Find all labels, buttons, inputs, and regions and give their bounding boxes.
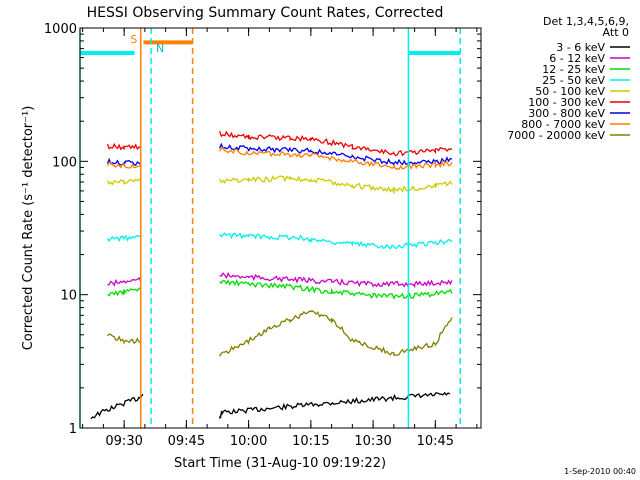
y-tick-label: 1 [69,422,77,437]
x-axis-label: Start Time (31-Aug-10 09:19:22) [174,456,386,471]
series-line [106,161,142,169]
flag-label-s: S [130,33,137,46]
series-line [106,234,141,243]
x-tick-label: 10:45 [417,434,454,449]
axis-layer: 09:30 09:45 10:00 10:15 10:30 10:45 1 10 100 1000 [44,22,481,449]
legend-entry-label: 12 - 25 keV [542,63,605,76]
series-line [107,277,142,287]
y-tick-label: 1000 [44,22,77,37]
series-line [219,175,453,195]
series-line [106,177,142,186]
series-layer [90,130,453,420]
series-line [106,142,142,151]
plot-frame [79,27,482,429]
series-line [219,147,453,171]
series-line [218,130,453,157]
series-line [219,271,453,289]
series-line [90,394,144,420]
y-tick-label: 100 [52,155,77,170]
series-line [218,391,451,419]
legend-entry-label: 100 - 300 keV [528,96,605,109]
x-tick-label: 10:00 [230,434,267,449]
series-line [107,287,142,297]
legend-header: Att 0 [603,26,629,39]
series-line [218,142,453,167]
chart-title: HESSI Observing Summary Count Rates, Cor… [87,5,444,21]
series-line [219,278,453,300]
legend-entry-label: 800 - 7000 keV [521,118,605,131]
series-line [107,333,141,345]
legend-entry-label: 300 - 800 keV [528,107,605,120]
legend-entry-label: 25 - 50 keV [542,74,605,87]
x-tick-label: 10:30 [354,434,391,449]
y-tick-label: 10 [60,289,77,304]
flag-label-n: N [156,42,164,55]
legend-entry-label: 7000 - 20000 keV [507,129,605,142]
y-axis-label: Corrected Count Rate (s⁻¹ detector⁻¹) [21,106,36,351]
x-tick-label: 09:30 [105,434,142,449]
legend-entry-label: 6 - 12 keV [549,52,605,65]
timestamp: 1-Sep-2010 00:40 [564,467,636,476]
series-line [219,310,453,357]
series-line [219,232,453,250]
x-tick-label: 09:45 [168,434,205,449]
legend-entry-label: 3 - 6 keV [556,41,605,54]
legend-entry-label: 50 - 100 keV [535,85,605,98]
x-tick-label: 10:15 [292,434,329,449]
legend-header: Det 1,3,4,5,6,9, [543,15,629,28]
